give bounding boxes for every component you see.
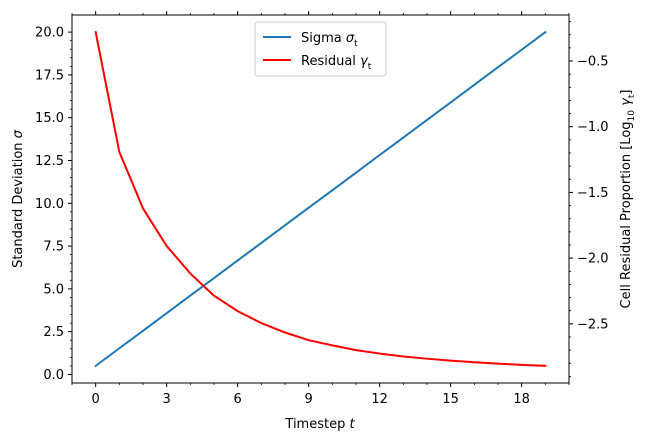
x-axis-label: Timestep t — [284, 417, 355, 432]
y-tick-label: 17.5 — [35, 68, 64, 83]
legend: Sigma σt Residual γt — [254, 21, 387, 77]
y2-axis-ticks: −2.5 −2.0 −1.5 −1.0 −0.5 — [569, 21, 609, 377]
x-tick-label: 12 — [371, 392, 388, 407]
series-line-residual — [94, 30, 547, 367]
y-tick-label: 0.0 — [43, 368, 64, 383]
y-tick-label: 5.0 — [43, 282, 64, 297]
x-tick-label: 6 — [234, 392, 242, 407]
x-tick-label: 3 — [163, 392, 171, 407]
series-line-sigma — [94, 30, 547, 368]
x-tick-label: 15 — [442, 392, 459, 407]
legend-label-residual: Residual γt — [301, 54, 372, 72]
y-tick-label: 2.5 — [43, 325, 64, 340]
series-layer — [94, 30, 547, 368]
y2-axis-label: Cell Residual Proportion [Log10 γt] — [619, 90, 637, 309]
legend-label-sigma: Sigma σt — [301, 31, 358, 49]
y-axis-label: Standard Deviation σ — [11, 129, 26, 268]
y-tick-label: 15.0 — [35, 111, 64, 126]
y2-tick-label: −2.5 — [577, 317, 609, 332]
y2-tick-label: −1.5 — [577, 186, 609, 201]
y-tick-label: 10.0 — [35, 197, 64, 212]
x-tick-label: 18 — [513, 392, 530, 407]
y2-tick-label: −2.0 — [577, 252, 609, 267]
y2-tick-label: −0.5 — [577, 55, 609, 70]
x-axis-ticks: 0 3 6 9 12 15 18 — [71, 11, 570, 407]
y-tick-label: 12.5 — [35, 154, 64, 169]
plot-frame — [71, 14, 570, 384]
x-tick-label: 0 — [92, 392, 100, 407]
x-tick-label: 9 — [305, 392, 313, 407]
legend-box — [254, 21, 387, 77]
y-axis-ticks: 0.0 2.5 5.0 7.5 10.0 12.5 15.0 17.5 20.0 — [35, 26, 72, 383]
y-tick-label: 7.5 — [43, 240, 64, 255]
y2-tick-label: −1.0 — [577, 120, 609, 135]
y-tick-label: 20.0 — [35, 26, 64, 41]
